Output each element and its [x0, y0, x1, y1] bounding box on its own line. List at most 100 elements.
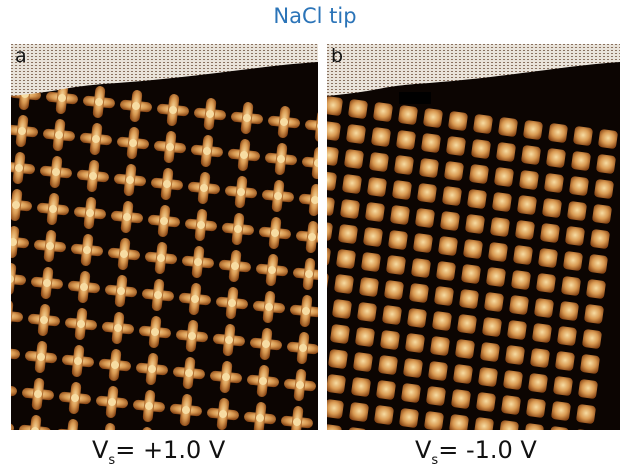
stm-image-panel-a: a: [11, 44, 318, 430]
lattice-feature: [216, 287, 248, 319]
lattice-feature: [459, 289, 479, 309]
lattice-feature: [580, 354, 600, 374]
lattice-feature: [532, 323, 552, 343]
lattice-feature: [244, 402, 276, 430]
lattice-feature: [538, 248, 558, 268]
lattice-feature: [142, 279, 174, 311]
lattice-feature: [351, 377, 371, 397]
lattice-feature: [384, 280, 404, 300]
caption-subscript: s: [431, 452, 439, 468]
lattice-feature: [369, 152, 389, 172]
lattice-feature: [411, 258, 431, 278]
lattice-feature: [444, 161, 464, 181]
lattice-feature: [120, 90, 152, 122]
lattice-feature: [148, 205, 180, 237]
lattice-feature: [530, 348, 550, 368]
lattice-feature: [11, 383, 17, 397]
lattice-feature: [598, 129, 618, 149]
lattice-feature: [357, 302, 377, 322]
lattice-feature: [405, 333, 425, 353]
lattice-feature: [305, 110, 318, 142]
lattice-feature: [43, 119, 75, 151]
lattice-feature: [265, 143, 297, 175]
lattice-feature: [549, 426, 569, 430]
lattice-feature: [380, 330, 400, 350]
lattice-feature: [344, 149, 364, 169]
bias-caption-a: Vs= +1.0 V: [92, 436, 225, 468]
caption-value: = -1.0 V: [438, 436, 537, 464]
lattice-feature: [374, 405, 394, 425]
lattice-feature: [423, 108, 443, 128]
lattice-feature: [449, 414, 469, 430]
lattice-feature: [501, 395, 521, 415]
lattice-feature: [99, 349, 131, 381]
lattice-feature: [361, 252, 381, 272]
caption-symbol: V: [415, 436, 432, 464]
lattice-feature: [440, 211, 460, 231]
lattice-feature: [165, 429, 200, 430]
lattice-feature: [336, 249, 356, 269]
lattice-feature: [284, 369, 316, 401]
lattice-feature: [373, 102, 393, 122]
stm-image-panel-b: b: [327, 44, 620, 430]
lattice-feature: [179, 283, 211, 315]
lattice-feature: [96, 386, 128, 418]
lattice-feature: [157, 94, 189, 126]
lattice-feature: [576, 404, 596, 424]
lattice-feature: [442, 186, 462, 206]
lattice-feature: [65, 308, 97, 340]
lattice-feature: [31, 267, 63, 299]
lattice-feature: [59, 382, 91, 414]
lattice-feature: [594, 179, 614, 199]
lattice-feature: [407, 308, 427, 328]
lattice-feature: [536, 273, 556, 293]
lattice-feature: [467, 189, 487, 209]
lattice-feature: [378, 355, 398, 375]
lattice-feature: [565, 226, 585, 246]
lattice-feature: [546, 148, 566, 168]
lattice-feature: [574, 429, 594, 430]
lattice-feature: [80, 123, 112, 155]
lattice-feature: [145, 242, 177, 274]
lattice-feature: [424, 411, 444, 430]
lattice-feature: [551, 401, 571, 421]
lattice-feature: [457, 314, 477, 334]
lattice-feature: [228, 139, 260, 171]
lattice-feature: [515, 220, 535, 240]
lattice-feature: [484, 292, 504, 312]
stm-image-b: [327, 44, 620, 430]
lattice-feature: [34, 230, 66, 262]
lattice-feature: [56, 419, 88, 430]
lattice-feature: [327, 374, 346, 394]
lattice-feature: [62, 345, 94, 377]
lattice-feature: [523, 120, 543, 140]
lattice-feature: [436, 261, 456, 281]
lattice-feature: [25, 341, 57, 373]
lattice-feature: [363, 227, 383, 247]
lattice-feature: [434, 286, 454, 306]
lattice-feature: [71, 234, 103, 266]
lattice-feature: [281, 406, 313, 430]
lattice-feature: [417, 183, 437, 203]
lattice-feature: [534, 298, 554, 318]
lattice-feature: [392, 180, 412, 200]
lattice-feature: [327, 121, 341, 141]
lattice-feature: [299, 184, 318, 216]
lattice-feature: [388, 230, 408, 250]
lattice-feature: [83, 86, 115, 118]
lattice-feature: [250, 328, 282, 360]
lattice-feature: [262, 180, 294, 212]
lattice-feature: [517, 195, 537, 215]
lattice-feature: [182, 246, 214, 278]
caption-symbol: V: [92, 436, 109, 464]
lattice-feature: [287, 332, 318, 364]
lattice-feature: [349, 402, 369, 422]
lattice-feature: [108, 238, 140, 270]
lattice-feature: [469, 164, 489, 184]
lattice-feature: [340, 199, 360, 219]
lattice-feature: [11, 346, 20, 360]
lattice-feature: [102, 312, 134, 344]
lattice-feature: [399, 408, 419, 428]
lattice-feature: [559, 301, 579, 321]
lattice-feature: [584, 304, 604, 324]
